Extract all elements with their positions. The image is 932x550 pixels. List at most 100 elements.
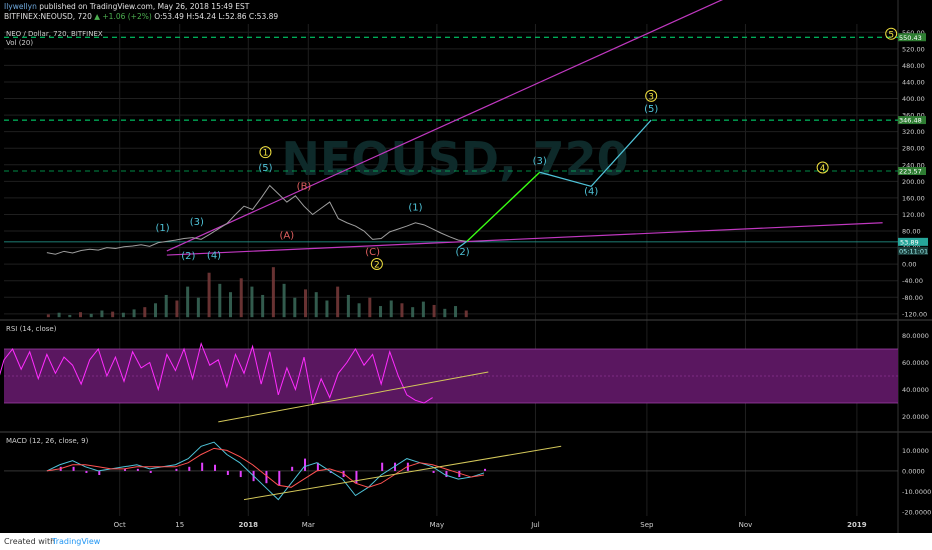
wave-label: (5) [644, 104, 658, 115]
price-tick-label: 0.00 [902, 261, 916, 269]
symbol-info: BITFINEX:NEOUSD, 720 [4, 12, 92, 21]
wave-circle-label: 2 [374, 260, 380, 270]
rsi-tick-label: 40.0000 [902, 386, 929, 394]
price-tick-label: 200.00 [902, 178, 925, 186]
rsi-title: RSI (14, close) [6, 325, 57, 333]
volume-bar [121, 312, 125, 318]
price-axis-bg [898, 0, 932, 533]
volume-bar [239, 278, 243, 318]
level-tag-label: 550.43 [899, 34, 922, 42]
publish-line: Ilywellyn published on TradingView.com, … [4, 2, 249, 11]
price-tick-label: -80.00 [902, 294, 923, 302]
macd-hist-bar [226, 470, 229, 475]
x-tick-label: Jul [530, 521, 540, 529]
volume-bar [432, 304, 436, 318]
signal-line [46, 447, 485, 488]
macd-hist-bar [72, 466, 75, 471]
price-change: ▲ +1.06 (+2%) [94, 12, 152, 21]
volume-bar [111, 311, 115, 318]
volume-bar [218, 283, 222, 318]
price-tick-label: 240.00 [902, 161, 925, 169]
projection-cyan [539, 119, 652, 187]
volume-bar [368, 297, 372, 318]
volume-bar [421, 301, 425, 318]
tradingview-logo[interactable]: TradingView [52, 537, 101, 546]
price-tick-label: -40.00 [902, 277, 923, 285]
rsi-band [4, 349, 898, 403]
x-tick-label: Oct [114, 521, 126, 529]
wave-label: (A) [280, 230, 295, 241]
volume-bar [207, 272, 211, 318]
countdown-label: 05:11:01 [899, 247, 928, 255]
volume-bar [68, 314, 72, 318]
chart-marks: NEOUSD, 720 (1) (2) (3) (4) (5) (A) (B) (C) (1) (2… [0, 0, 898, 501]
ohlc-line: BITFINEX:NEOUSD, 720 ▲ +1.06 (+2%) O:53.… [4, 12, 278, 21]
macd-hist-bar [432, 470, 435, 473]
volume-bar [250, 286, 254, 318]
price-tick-label: 80.00 [902, 228, 921, 236]
price-tick-label: 360.00 [902, 112, 925, 120]
rsi-tick-label: 80.0000 [902, 332, 929, 340]
wave-label: (C) [365, 247, 380, 258]
macd-tick-label: 0.0000 [902, 467, 925, 475]
macd-trend [243, 445, 562, 501]
wave-label: (1) [155, 223, 169, 234]
macd-line [46, 441, 485, 501]
level-tag [898, 116, 926, 125]
volume-bar [89, 313, 93, 318]
macd-tick-label: 10.0000 [902, 447, 929, 455]
wave-circle [816, 161, 829, 174]
footer-created: Created with [4, 537, 56, 546]
volume-bar [196, 297, 200, 318]
price-tick-label: 280.00 [902, 145, 925, 153]
volume-title: Vol (20) [6, 39, 34, 47]
macd-title: MACD (12, 26, close, 9) [6, 437, 89, 445]
volume-bar [357, 303, 361, 318]
volume-bar [57, 312, 61, 318]
volume-bar [379, 306, 383, 318]
volume-bar [325, 300, 329, 318]
pane-backgrounds [0, 0, 932, 533]
macd-hist-bar [136, 468, 139, 471]
wave-label: (4) [207, 250, 221, 261]
macd-tick-label: -10.0000 [902, 488, 931, 496]
price-tick-label: 440.00 [902, 78, 925, 86]
x-tick-label: Mar [302, 521, 315, 529]
level-tag [898, 167, 926, 175]
price-tick-label: -120.00 [902, 310, 927, 318]
volume-bar [293, 297, 297, 318]
author[interactable]: Ilywellyn [4, 2, 37, 11]
watermark: NEOUSD, 720 [281, 132, 628, 186]
wave-circle [259, 146, 272, 159]
price-tick-label: 520.00 [902, 45, 925, 53]
price-tag [898, 237, 928, 246]
volume-bar [454, 306, 458, 318]
wave-label: (2) [181, 251, 195, 262]
wave-label: (B) [297, 182, 312, 193]
countdown-tag [898, 246, 928, 255]
macd-hist-bar [239, 470, 242, 478]
volume-bar [261, 294, 265, 318]
wave-circle-label: 4 [820, 164, 826, 174]
wave-circle [370, 257, 383, 270]
macd-hist-bar [484, 468, 487, 471]
volume-bar [389, 300, 393, 318]
price-tick-label: 400.00 [902, 95, 925, 103]
wave-label: (4) [584, 187, 598, 198]
publish-text: published on TradingView.com, May 26, 20… [39, 2, 250, 11]
projection-cyan-start [457, 240, 468, 249]
wave-circle [645, 89, 658, 102]
wave-label: (3) [190, 217, 204, 228]
x-tick-label: Sep [640, 521, 654, 529]
wave-label: (3) [533, 156, 547, 167]
macd-hist-bar [304, 458, 307, 471]
wave-circle-label: 3 [648, 92, 654, 102]
price-tick-label: 320.00 [902, 128, 925, 136]
wave-label: (2) [456, 247, 470, 258]
rsi-tick-label: 20.0000 [902, 413, 929, 421]
wave-label: (1) [408, 202, 422, 213]
macd-hist-bar [316, 462, 319, 471]
lower-channel-line [166, 222, 883, 256]
